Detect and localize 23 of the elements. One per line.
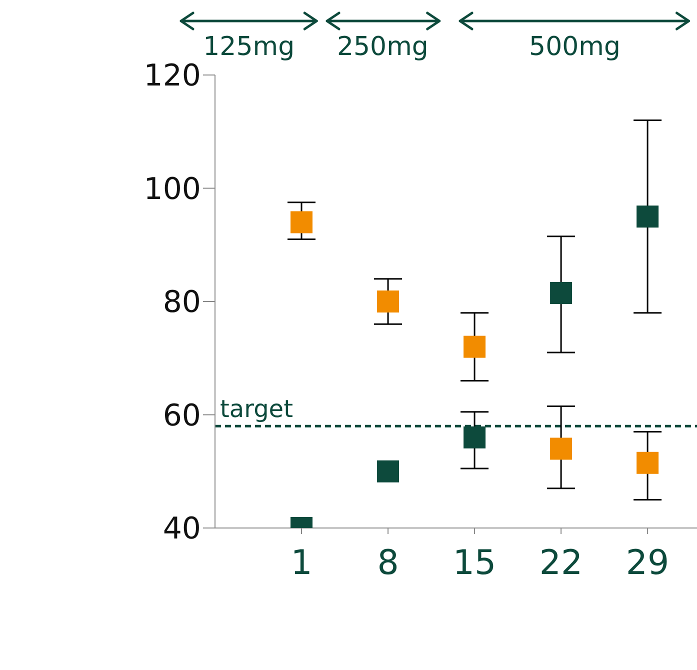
- text: 250mg: [336, 32, 430, 62]
- point: [636, 452, 659, 474]
- text: 125mg: [203, 32, 295, 62]
- x-tick-label: 8: [377, 543, 399, 584]
- point: [377, 290, 400, 312]
- point: [636, 206, 659, 228]
- point: [464, 336, 486, 358]
- y-tick-label: 80: [162, 285, 201, 320]
- y-tick-label: 120: [144, 58, 201, 94]
- point: [550, 282, 572, 304]
- y-tick-label: 60: [162, 398, 201, 434]
- y-tick-label: 40: [162, 512, 201, 547]
- ref-line-label: target: [220, 395, 293, 424]
- y-tick-label: 100: [144, 172, 201, 207]
- x-tick-label: 22: [539, 543, 583, 584]
- x-tick-label: 15: [452, 543, 496, 584]
- point: [290, 211, 313, 234]
- text: 500mg: [528, 32, 622, 62]
- x-tick-label: 29: [626, 543, 670, 584]
- point: [550, 438, 572, 460]
- point: [464, 426, 486, 448]
- point: [377, 460, 400, 482]
- x-tick-label: 1: [290, 543, 312, 584]
